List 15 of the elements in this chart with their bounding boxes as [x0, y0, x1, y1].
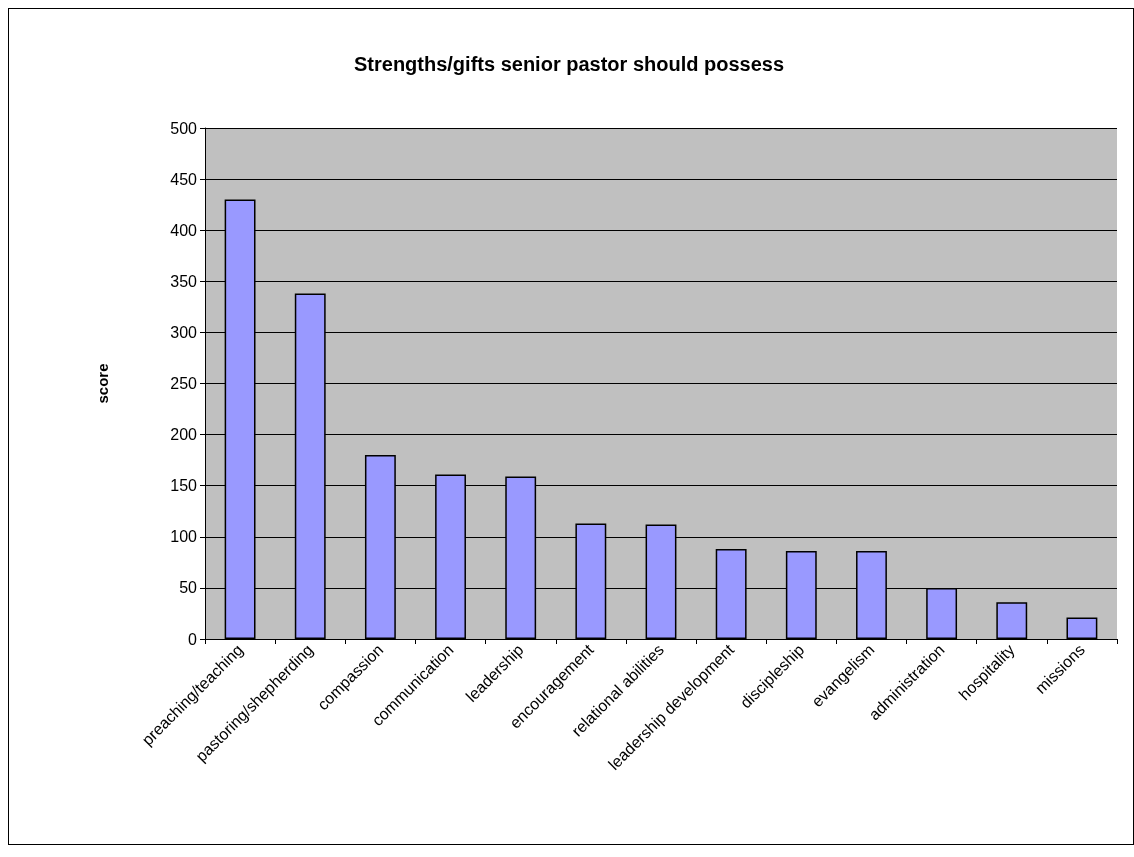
bar: [1066, 617, 1098, 639]
y-tick-label: 400: [170, 221, 198, 239]
y-tick-label: 300: [170, 323, 198, 341]
chart-title: Strengths/gifts senior pastor should possess: [353, 53, 785, 75]
y-tick-label: 50: [179, 579, 198, 597]
y-tick-label: 0: [188, 630, 198, 648]
y-axis-title: score: [94, 363, 111, 404]
y-tick-label: 350: [170, 272, 198, 290]
y-tick-label: 200: [170, 426, 198, 444]
y-tick-label: 450: [170, 170, 198, 188]
y-tick-label: 100: [170, 528, 198, 546]
y-tick-label: 250: [170, 375, 198, 392]
y-tick-label: 150: [170, 477, 198, 495]
y-tick-label: 500: [170, 119, 198, 137]
bar: [996, 602, 1028, 639]
